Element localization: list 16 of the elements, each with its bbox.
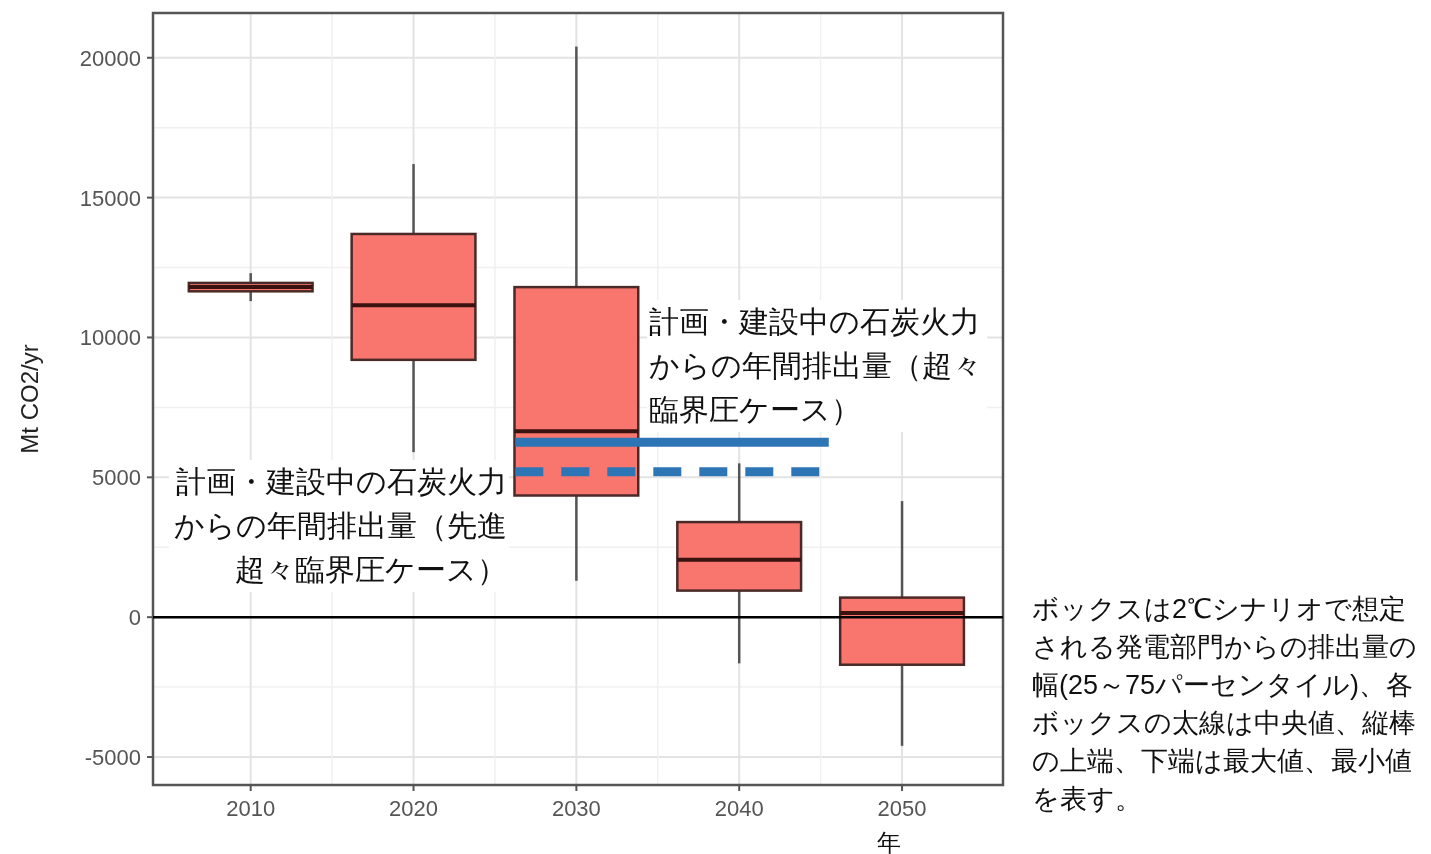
x-tick-label: 2050 — [877, 796, 927, 821]
y-tick-label: 0 — [128, 605, 141, 631]
y-tick-label: 10000 — [79, 325, 141, 351]
text: ボックスは2℃シナリオで想定される発電部門からの排出量の幅(25～75パーセンタイル)、各ボックスの太線は中央値、縦棒の上端、下端は最大値、最小値を表す。 — [1032, 593, 1418, 816]
y-tick-label: 5000 — [92, 465, 141, 491]
y-axis-title: Mt CO2/yr — [16, 344, 43, 454]
ref-line-label: 計画・建設中の石炭火力からの年間排出量（先進超々臨界圧ケース） — [169, 459, 510, 592]
y-tick-label: 20000 — [79, 45, 141, 71]
x-axis-title: 年 — [877, 828, 902, 854]
x-tick-label: 2010 — [226, 796, 276, 821]
x-tick-label: 2030 — [551, 796, 601, 821]
y-tick-label: 15000 — [79, 185, 141, 211]
ref-line-label: 計画・建設中の石炭火力からの年間排出量（超々臨界圧ケース） — [647, 300, 988, 433]
y-tick-label: -5000 — [84, 745, 141, 771]
x-tick-label: 2040 — [714, 796, 764, 821]
x-tick-label: 2020 — [389, 796, 439, 821]
